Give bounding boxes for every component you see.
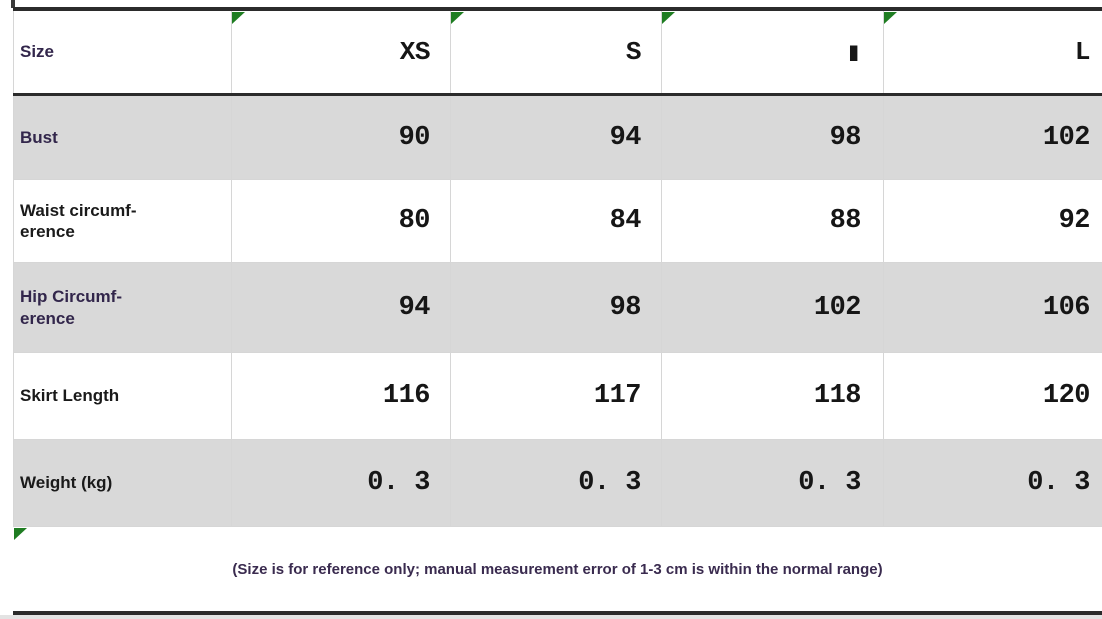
value: 88 bbox=[829, 206, 862, 236]
value-cell: 94 bbox=[231, 263, 450, 352]
table-corner-tick bbox=[11, 0, 15, 8]
value-cell: 90 bbox=[231, 96, 450, 179]
size-col-header-xs: XS bbox=[231, 11, 450, 93]
value: 0. 3 bbox=[578, 468, 641, 498]
table-row-bust: Bust 90 94 98 102 bbox=[13, 96, 1102, 180]
value-cell: 0. 3 bbox=[450, 440, 661, 526]
size-disclaimer-note: (Size is for reference only; manual meas… bbox=[232, 560, 883, 578]
table-row-waist: Waist circumf- erence 80 84 88 92 bbox=[13, 180, 1102, 263]
value: 84 bbox=[609, 206, 642, 236]
value: 90 bbox=[398, 122, 431, 153]
value: 106 bbox=[1042, 292, 1091, 323]
value: 118 bbox=[813, 381, 862, 411]
value-cell: 106 bbox=[883, 263, 1102, 352]
value-cell: 102 bbox=[883, 96, 1102, 179]
value: 80 bbox=[398, 206, 431, 236]
value-cell: 92 bbox=[883, 180, 1102, 262]
size-header-label: S bbox=[625, 37, 642, 67]
row-label-cell: Weight (kg) bbox=[13, 440, 231, 526]
size-header-label: ▮ bbox=[845, 37, 862, 68]
table-header-row: Size XS S ▮ L bbox=[13, 11, 1102, 96]
row-label: Skirt Length bbox=[20, 386, 120, 406]
size-header-label: L bbox=[1074, 37, 1091, 67]
table-row-hip: Hip Circumf- erence 94 98 102 106 bbox=[13, 263, 1102, 353]
value: 98 bbox=[609, 292, 642, 323]
size-header-label: XS bbox=[399, 37, 431, 67]
value: 117 bbox=[593, 381, 642, 411]
size-col-header-m: ▮ bbox=[661, 11, 883, 93]
row-label-cell: Skirt Length bbox=[13, 353, 231, 439]
table-row-skirt-length: Skirt Length 116 117 118 120 bbox=[13, 353, 1102, 440]
corner-header-cell: Size bbox=[13, 11, 231, 93]
value-cell: 88 bbox=[661, 180, 883, 262]
value-cell: 94 bbox=[450, 96, 661, 179]
size-col-header-s: S bbox=[450, 11, 661, 93]
size-chart-table: Size XS S ▮ L Bust 90 94 98 102 bbox=[13, 7, 1102, 615]
row-label-cell: Bust bbox=[13, 96, 231, 179]
value: 102 bbox=[1042, 122, 1091, 153]
size-col-header-l: L bbox=[883, 11, 1102, 93]
value: 120 bbox=[1042, 381, 1091, 411]
value-cell: 98 bbox=[450, 263, 661, 352]
value-cell: 116 bbox=[231, 353, 450, 439]
value: 0. 3 bbox=[798, 468, 861, 498]
value-cell: 0. 3 bbox=[661, 440, 883, 526]
value-cell: 0. 3 bbox=[883, 440, 1102, 526]
table-row-weight: Weight (kg) 0. 3 0. 3 0. 3 0. 3 bbox=[13, 440, 1102, 527]
row-label-cell: Hip Circumf- erence bbox=[13, 263, 231, 352]
value: 102 bbox=[813, 292, 862, 323]
row-label: Weight (kg) bbox=[20, 473, 113, 493]
value: 0. 3 bbox=[1027, 468, 1090, 498]
value: 0. 3 bbox=[367, 468, 430, 498]
value-cell: 98 bbox=[661, 96, 883, 179]
value-cell: 102 bbox=[661, 263, 883, 352]
corner-header-label: Size bbox=[20, 42, 55, 62]
row-label: Waist circumf- erence bbox=[20, 200, 137, 241]
table-footer-row: (Size is for reference only; manual meas… bbox=[13, 527, 1102, 611]
value: 94 bbox=[609, 122, 642, 153]
row-label-cell: Waist circumf- erence bbox=[13, 180, 231, 262]
row-label: Bust bbox=[20, 127, 58, 147]
value: 98 bbox=[829, 122, 862, 153]
value: 116 bbox=[382, 381, 431, 411]
value-cell: 117 bbox=[450, 353, 661, 439]
row-label: Hip Circumf- erence bbox=[20, 287, 122, 328]
value-cell: 84 bbox=[450, 180, 661, 262]
value-cell: 0. 3 bbox=[231, 440, 450, 526]
value-cell: 120 bbox=[883, 353, 1102, 439]
value-cell: 118 bbox=[661, 353, 883, 439]
page-bottom-strip bbox=[0, 615, 1102, 619]
value: 92 bbox=[1058, 206, 1091, 236]
value: 94 bbox=[398, 292, 431, 323]
value-cell: 80 bbox=[231, 180, 450, 262]
